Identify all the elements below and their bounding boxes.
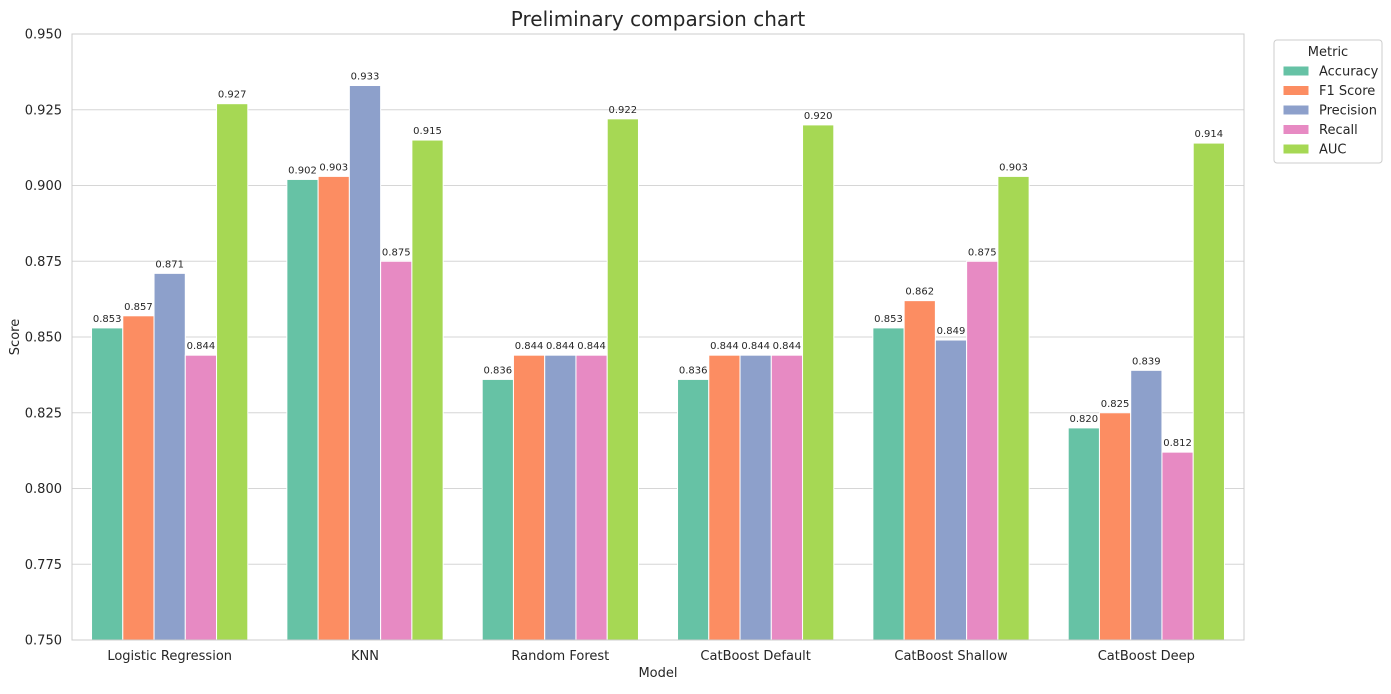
bar-value-label: 0.839	[1132, 356, 1161, 367]
bar-precision	[739, 354, 772, 641]
y-tick-label: 0.825	[25, 406, 62, 421]
x-axis-ticks: Logistic Regression KNN Random Forest CatBo…	[107, 649, 1195, 664]
bar-f1-score	[708, 354, 741, 641]
bars	[91, 85, 1225, 641]
bar-value-label: 0.903	[319, 162, 348, 173]
bar-value-label: 0.844	[187, 341, 216, 352]
bar-accuracy	[286, 178, 319, 641]
y-tick-label: 0.800	[25, 482, 62, 497]
bar-f1-score	[512, 354, 546, 641]
bar-value-label: 0.933	[351, 72, 380, 83]
bar-value-label: 0.844	[546, 341, 575, 352]
x-tick-label: CatBoost Shallow	[894, 649, 1008, 664]
bar-value-label: 0.844	[773, 341, 802, 352]
bar-value-label: 0.903	[999, 162, 1028, 173]
legend-swatch	[1282, 85, 1310, 96]
bar-auc	[411, 139, 444, 641]
bar-value-label: 0.844	[515, 341, 544, 352]
bar-value-label: 0.853	[93, 314, 122, 325]
bar-value-label: 0.825	[1101, 399, 1130, 410]
bar-recall	[1161, 451, 1194, 641]
bar-value-label: 0.875	[382, 247, 411, 258]
legend-label: F1 Score	[1319, 84, 1375, 99]
bar-auc	[216, 103, 249, 641]
bar-accuracy	[91, 327, 124, 641]
legend-label: Recall	[1319, 123, 1358, 138]
bar-value-label: 0.927	[218, 90, 247, 101]
bar-auc	[802, 124, 835, 641]
x-tick-label: Logistic Regression	[107, 649, 232, 664]
legend-swatch	[1282, 124, 1310, 135]
bar-accuracy	[1067, 427, 1100, 641]
legend: Metric Accuracy F1 Score Precision Recall AU…	[1273, 39, 1383, 164]
bar-recall	[966, 260, 999, 641]
legend-swatch	[1282, 143, 1310, 155]
x-axis-label: Model	[638, 666, 677, 681]
bar-auc	[997, 175, 1030, 641]
bar-value-label: 0.915	[413, 126, 442, 137]
x-tick-label: KNN	[351, 649, 379, 664]
bar-precision	[544, 354, 577, 641]
bar-precision	[934, 339, 968, 641]
bar-recall	[770, 354, 804, 641]
bar-accuracy	[677, 378, 710, 641]
legend-label: Precision	[1319, 104, 1377, 119]
legend-items: Accuracy F1 Score Precision Recall AUC	[1282, 65, 1379, 158]
bar-value-label: 0.844	[741, 341, 770, 352]
bar-auc	[606, 118, 639, 641]
bar-value-label: 0.820	[1070, 414, 1099, 425]
bar-f1-score	[122, 315, 155, 641]
y-tick-label: 0.750	[25, 634, 62, 649]
bar-value-label: 0.836	[679, 365, 708, 376]
bar-value-label: 0.853	[874, 314, 903, 325]
bar-value-label: 0.902	[288, 165, 317, 176]
bar-precision	[1130, 369, 1163, 641]
y-tick-label: 0.775	[25, 558, 62, 573]
y-tick-label: 0.900	[25, 179, 62, 194]
bar-value-label: 0.875	[968, 247, 997, 258]
bar-value-label: 0.836	[484, 365, 513, 376]
bar-value-label: 0.922	[609, 105, 638, 116]
bar-value-label: 0.844	[710, 341, 739, 352]
bar-f1-score	[317, 175, 350, 641]
bar-recall	[380, 260, 413, 641]
y-tick-label: 0.875	[25, 255, 62, 270]
plot-frame	[71, 33, 1245, 641]
legend-title: Metric	[1308, 45, 1348, 60]
y-tick-label: 0.925	[25, 103, 62, 118]
bar-value-label: 0.871	[155, 259, 184, 270]
y-axis-label: Score	[8, 319, 23, 355]
legend-swatch	[1282, 65, 1310, 77]
legend-label: Accuracy	[1319, 65, 1379, 80]
bar-value-label: 0.844	[577, 341, 606, 352]
bar-recall	[184, 354, 218, 641]
bar-value-label: 0.920	[804, 111, 833, 122]
bar-value-label: 0.862	[905, 287, 934, 298]
bar-auc	[1192, 142, 1225, 641]
legend-swatch	[1282, 104, 1310, 116]
bar-accuracy	[481, 378, 514, 641]
bar-f1-score	[903, 300, 936, 641]
bar-precision	[348, 85, 382, 641]
x-tick-label: CatBoost Default	[700, 649, 810, 664]
x-tick-label: CatBoost Deep	[1098, 649, 1195, 664]
bar-value-label: 0.857	[124, 302, 153, 313]
chart-title: Preliminary comparsion chart	[511, 7, 806, 31]
bar-f1-score	[1098, 412, 1132, 641]
x-tick-label: Random Forest	[511, 649, 609, 664]
bar-value-label: 0.849	[937, 326, 966, 337]
y-axis-ticks: 0.750 0.775 0.800 0.825 0.850 0.875 0.900 0.925…	[25, 28, 62, 649]
bar-accuracy	[872, 327, 905, 641]
bar-precision	[153, 272, 186, 641]
bar-value-label: 0.914	[1195, 129, 1224, 140]
bar-value-label: 0.812	[1163, 438, 1192, 449]
y-tick-label: 0.950	[25, 28, 62, 43]
y-tick-label: 0.850	[25, 331, 62, 346]
bar-recall	[575, 354, 608, 641]
legend-label: AUC	[1319, 143, 1347, 158]
